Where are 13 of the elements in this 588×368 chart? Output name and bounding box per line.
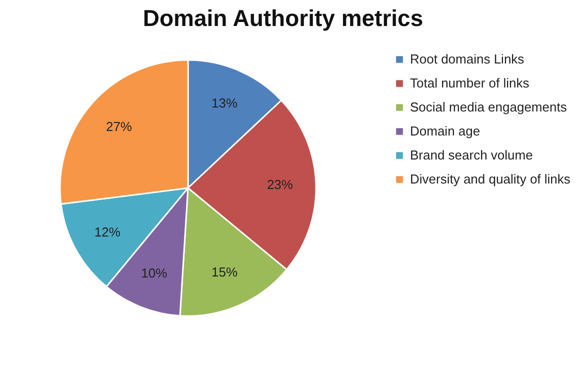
data-label: 13% xyxy=(212,96,238,111)
legend-label: Brand search volume xyxy=(410,148,533,162)
data-label: 27% xyxy=(106,119,132,134)
chart-title: Domain Authority metrics xyxy=(142,5,424,31)
legend-label: Diversity and quality of links xyxy=(410,172,571,186)
data-label: 12% xyxy=(94,224,121,240)
data-label: 10% xyxy=(141,266,168,281)
legend-label: Root domains Links xyxy=(410,52,525,66)
legend-label: Domain age xyxy=(410,124,480,138)
data-label: 15% xyxy=(212,264,238,280)
legend-label: Social media engagements xyxy=(410,100,568,114)
data-label: 23% xyxy=(266,177,294,192)
legend-label: Total number of links xyxy=(410,76,530,90)
